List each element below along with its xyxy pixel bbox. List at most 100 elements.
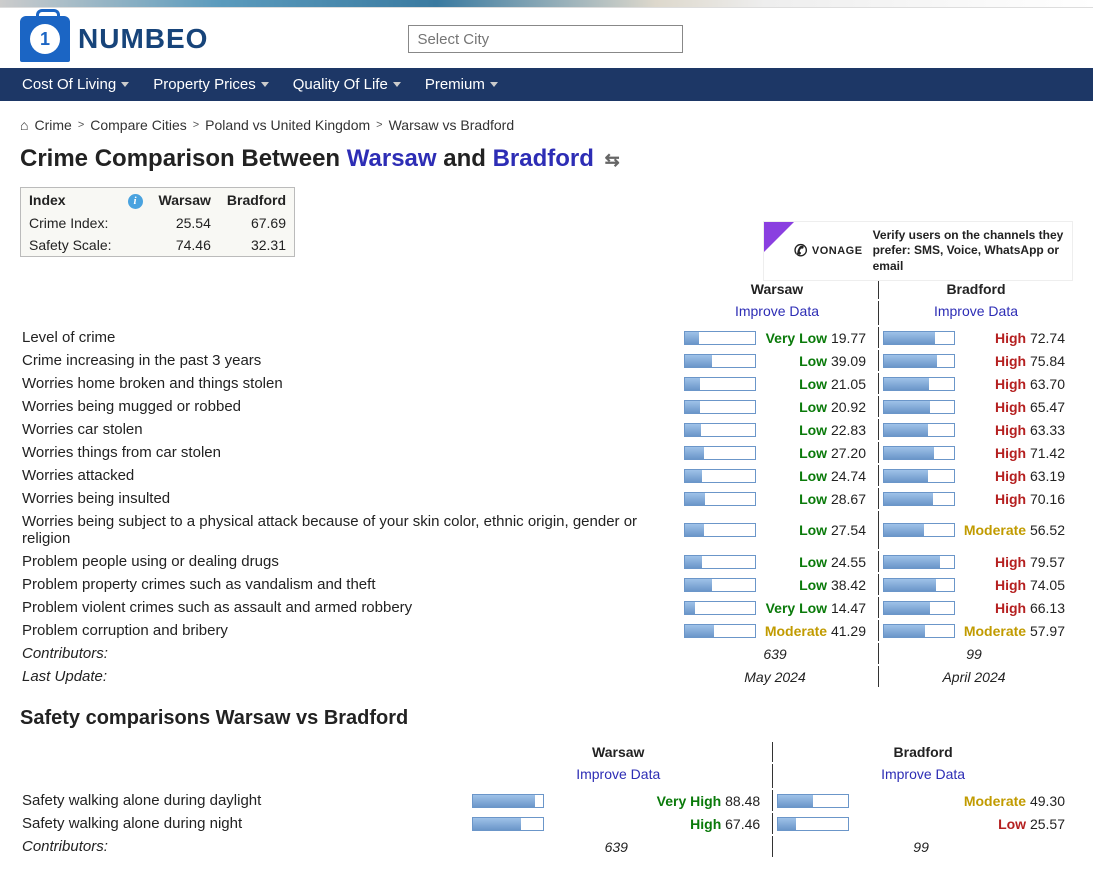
bar-indicator: [684, 523, 756, 537]
logo[interactable]: 1 NUMBEO: [20, 16, 208, 62]
safety-title: Safety comparisons Warsaw vs Bradford: [20, 707, 1073, 730]
contributors-row: Contributors: 639 99: [22, 836, 1071, 857]
rating-label: High: [690, 816, 721, 832]
bar-indicator: [472, 794, 544, 808]
bar-indicator: [883, 354, 955, 368]
city1-cell: Low 20.92: [682, 396, 872, 417]
table-row: Worries car stolenLow 22.83High 63.33: [22, 419, 1071, 440]
rating-label: Low: [799, 468, 827, 484]
ad-brand: ✆VONAGE: [794, 241, 863, 261]
bar-indicator: [777, 794, 849, 808]
rating-value: 21.05: [831, 376, 866, 392]
city2-column-header: Bradford: [881, 279, 1071, 299]
chevron-down-icon: [490, 82, 498, 87]
bar-indicator: [684, 377, 756, 391]
row-value: 67.69: [219, 212, 295, 234]
page-title: Crime Comparison Between Warsaw and Brad…: [20, 145, 1073, 173]
nav-quality-of-life[interactable]: Quality Of Life: [281, 68, 413, 101]
table-row: Worries attackedLow 24.74High 63.19: [22, 465, 1071, 486]
bar-indicator: [684, 354, 756, 368]
city1-cell: Very Low 14.47: [682, 597, 872, 618]
contributors-value: 99: [881, 643, 1071, 664]
rating-label: Low: [799, 445, 827, 461]
rating-label: High: [995, 399, 1026, 415]
lastupdate-label: Last Update:: [22, 666, 680, 687]
info-col: i: [120, 188, 151, 213]
contributors-label: Contributors:: [22, 836, 468, 857]
rating-value: 88.48: [725, 793, 760, 809]
rating-label: Low: [799, 376, 827, 392]
row-label: Safety walking alone during daylight: [22, 790, 468, 811]
table-row: Worries being mugged or robbedLow 20.92H…: [22, 396, 1071, 417]
row-value: 32.31: [219, 234, 295, 257]
rating-value: 20.92: [831, 399, 866, 415]
breadcrumb-crime[interactable]: Crime: [34, 117, 71, 133]
nav-cost-of-living[interactable]: Cost Of Living: [10, 68, 141, 101]
city1-cell: Low 38.42: [682, 574, 872, 595]
search-input[interactable]: [408, 25, 683, 53]
city2-column-header: Bradford: [775, 742, 1071, 762]
table-row: Crime Index: 25.54 67.69: [21, 212, 295, 234]
rating-label: Low: [799, 577, 827, 593]
row-label: Worries home broken and things stolen: [22, 373, 680, 394]
bar-indicator: [684, 400, 756, 414]
improve-data-link[interactable]: Improve Data: [881, 766, 965, 782]
rating-value: 74.05: [1030, 577, 1065, 593]
table-row: Safety walking alone during daylightVery…: [22, 790, 1071, 811]
decorative-banner: [0, 0, 1093, 8]
rating-value: 63.70: [1030, 376, 1065, 392]
city1-cell: High 67.46: [470, 813, 766, 834]
improve-data-link[interactable]: Improve Data: [576, 766, 660, 782]
bar-indicator: [684, 446, 756, 460]
contributors-value: 639: [682, 643, 872, 664]
improve-data-link[interactable]: Improve Data: [735, 303, 819, 319]
bar-indicator: [684, 423, 756, 437]
swap-icon[interactable]: ⇆: [605, 150, 620, 170]
rating-label: Very Low: [766, 330, 827, 346]
row-label: Problem people using or dealing drugs: [22, 551, 680, 572]
rating-label: Low: [799, 399, 827, 415]
city1-cell: Very Low 19.77: [682, 327, 872, 348]
rating-label: High: [995, 330, 1026, 346]
bar-indicator: [883, 469, 955, 483]
rating-value: 38.42: [831, 577, 866, 593]
city1-link[interactable]: Warsaw: [347, 145, 437, 172]
rating-value: 71.42: [1030, 445, 1065, 461]
rating-value: 39.09: [831, 353, 866, 369]
row-label: Safety walking alone during night: [22, 813, 468, 834]
row-value: 25.54: [151, 212, 219, 234]
bar-indicator: [883, 377, 955, 391]
contributors-label: Contributors:: [22, 643, 680, 664]
nav-property-prices[interactable]: Property Prices: [141, 68, 281, 101]
rating-label: High: [995, 376, 1026, 392]
rating-label: Very Low: [766, 600, 827, 616]
city2-cell: High 79.57: [881, 551, 1071, 572]
city1-cell: Low 27.54: [682, 511, 872, 549]
chevron-down-icon: [121, 82, 129, 87]
search-container: [408, 25, 683, 53]
rating-label: High: [995, 445, 1026, 461]
table-row: Worries home broken and things stolen Low…: [22, 373, 1071, 394]
info-icon[interactable]: i: [128, 194, 143, 209]
city2-link[interactable]: Bradford: [493, 145, 594, 172]
logo-text: NUMBEO: [78, 23, 208, 55]
row-label: Problem property crimes such as vandalis…: [22, 574, 680, 595]
breadcrumb-countries[interactable]: Poland vs United Kingdom: [205, 117, 370, 133]
improve-data-link[interactable]: Improve Data: [934, 303, 1018, 319]
header: 1 NUMBEO: [0, 8, 1093, 68]
home-icon[interactable]: ⌂: [20, 117, 28, 133]
rating-value: 24.55: [831, 554, 866, 570]
table-row: Safety Scale: 74.46 32.31: [21, 234, 295, 257]
row-label: Crime Index:: [21, 212, 120, 234]
rating-value: 63.19: [1030, 468, 1065, 484]
lastupdate-value: May 2024: [682, 666, 872, 687]
city1-cell: Low 24.55: [682, 551, 872, 572]
city1-cell: Low 24.74: [682, 465, 872, 486]
nav-premium[interactable]: Premium: [413, 68, 510, 101]
index-table: Index i Warsaw Bradford Crime Index: 25.…: [20, 187, 295, 257]
ad-banner[interactable]: ✆VONAGE Verify users on the channels the…: [763, 221, 1073, 281]
rating-value: 27.20: [831, 445, 866, 461]
breadcrumb-compare[interactable]: Compare Cities: [90, 117, 186, 133]
rating-label: Low: [799, 491, 827, 507]
city2-cell: High 66.13: [881, 597, 1071, 618]
